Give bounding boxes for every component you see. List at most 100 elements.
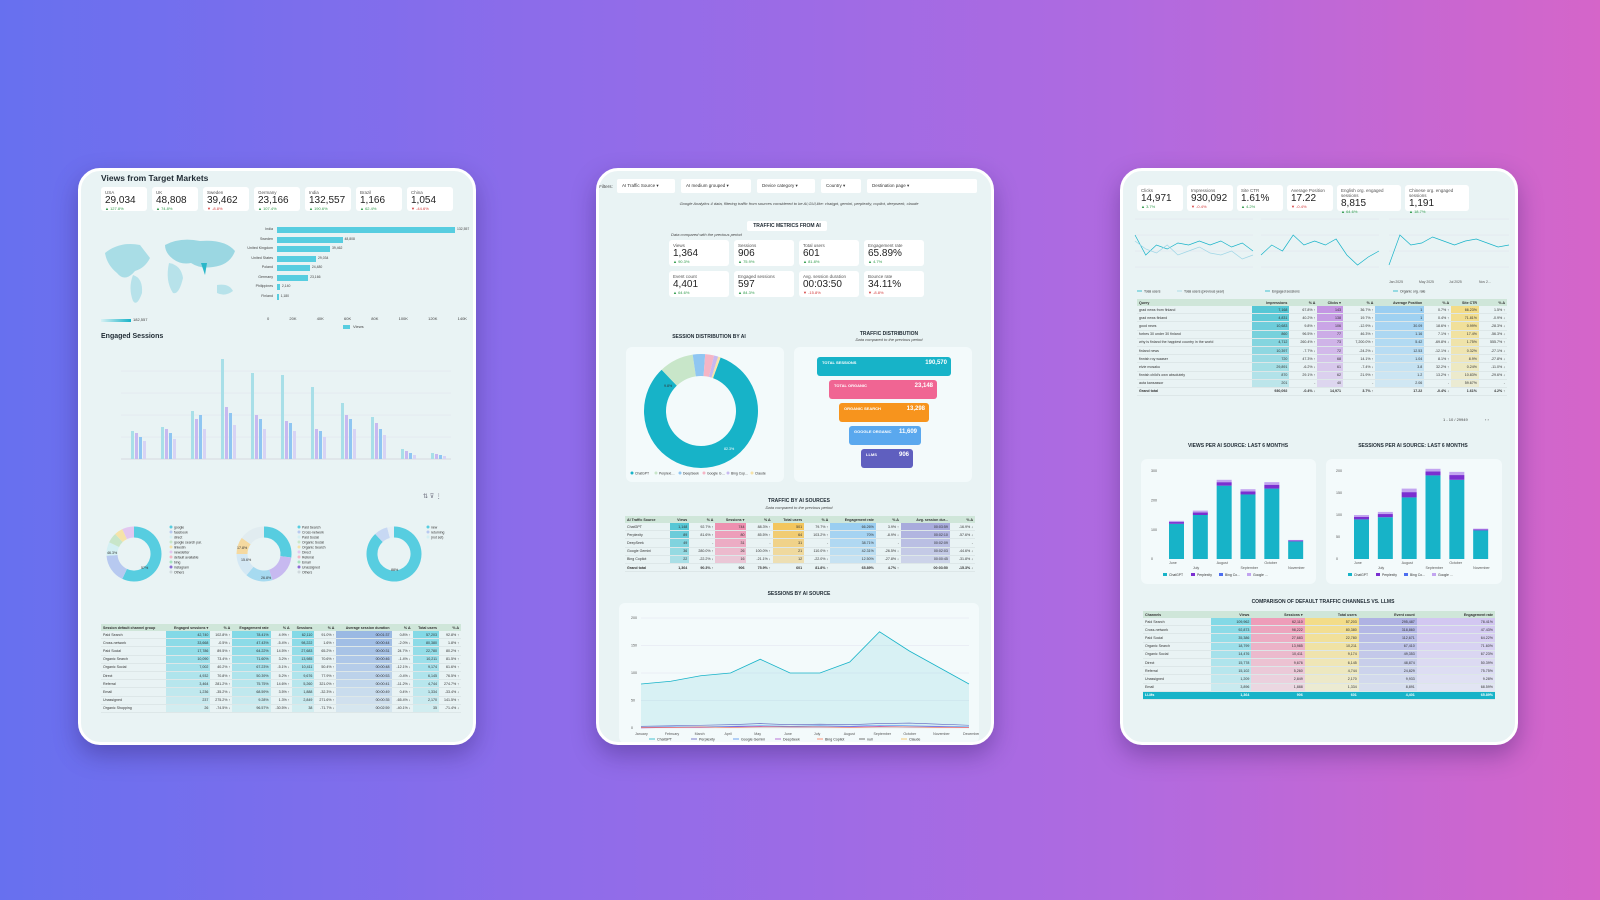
metrics-title: TRAFFIC METRICS FROM AI (747, 221, 827, 231)
table-cell: 906 (715, 563, 747, 573)
engaged-session-bar (203, 429, 206, 459)
table-cell: -5.1% ↓ (270, 663, 292, 672)
table-cell: 67.23% (1416, 650, 1495, 659)
table-header-cell[interactable]: Session default channel group (101, 624, 167, 631)
table-header-cell[interactable]: % Δ (439, 624, 461, 631)
channel-table[interactable]: Session default channel group Engaged ses… (101, 624, 461, 713)
table-header-cell[interactable]: Sessions ▾ (715, 516, 747, 523)
x-tick-label: August (1402, 561, 1413, 565)
table-header-cell[interactable]: Average Position (1375, 299, 1425, 306)
table-header-cell[interactable]: Views (1211, 611, 1252, 618)
table-header-cell[interactable]: Event count (1358, 611, 1417, 618)
sessions-by-ai-source-chart[interactable]: 0 50 100 150 200 January February March April May… (619, 603, 980, 743)
table-header-cell[interactable]: Impressions (1252, 299, 1290, 306)
table-header-cell[interactable]: Total users (1304, 611, 1359, 618)
bar-category-label: Germany (258, 274, 273, 279)
table-header-cell[interactable]: Engagement rate (830, 516, 876, 523)
donut-segment (122, 526, 162, 582)
table-cell: -2.0% ↓ (391, 638, 413, 648)
table-header-cell[interactable]: % Δ (804, 516, 831, 523)
table-cell: -0.4% ↓ (1289, 387, 1318, 397)
table-header-cell[interactable]: Avg. session dur... (900, 516, 950, 523)
legend-dot (750, 471, 754, 475)
ai-traffic-table[interactable]: AI Traffic Source Views% Δ Sessions ▾% Δ To… (625, 516, 975, 573)
table-header-cell[interactable]: % Δ (391, 624, 413, 631)
filter-dropdown[interactable]: Device category ▾ (757, 179, 815, 193)
table-header-cell[interactable]: % Δ (875, 516, 901, 523)
engaged-sessions-title: Engaged Sessions (101, 333, 164, 340)
table-header-cell[interactable]: % Δ (1342, 299, 1376, 306)
table-cell: -33.4% ↓ (439, 687, 461, 697)
table-header-cell[interactable]: Engagement rate (232, 624, 271, 631)
table-header-cell[interactable]: Sessions ▾ (1251, 611, 1305, 618)
table-row: auta kansassor 201-40-2.06-59.67% - (1137, 379, 1507, 388)
table-header-cell[interactable]: % Δ (746, 516, 773, 523)
table-cell: 79.7% ↑ (804, 523, 831, 532)
table-header-cell[interactable]: Engaged sessions ▾ (166, 624, 211, 631)
bar-axis-tick: 100K (398, 316, 408, 321)
views-stacked-bar-chart[interactable]: 0 100 200 300 June July August September October… (1141, 459, 1316, 584)
table-header-cell[interactable]: Total users (772, 516, 805, 523)
table-header-cell[interactable]: Views (669, 516, 690, 523)
filter-dropdown[interactable]: AI medium grouped ▾ (681, 179, 751, 193)
funnel-label: LLMS (866, 452, 877, 457)
donut-label: 57% (141, 566, 149, 570)
world-map[interactable] (95, 223, 245, 315)
table-cell: 36.7% ↑ (1342, 306, 1376, 315)
legend-label: linkedin (174, 545, 186, 549)
table-header-cell[interactable]: % Δ (1289, 299, 1318, 306)
table-header-cell[interactable]: Site CTR (1451, 299, 1479, 306)
table-header-cell[interactable]: Sessions (291, 624, 315, 631)
bar-category-label: Finland (261, 293, 273, 298)
pager-arrows[interactable]: ‹ › (1485, 417, 1489, 422)
table-header-cell[interactable]: % Δ (210, 624, 233, 631)
filter-dropdown[interactable]: Country ▾ (821, 179, 861, 193)
query-table[interactable]: Query Impressions% Δ Clicks ▾% Δ Average Po… (1137, 299, 1507, 397)
table-header-cell[interactable]: Channels (1143, 611, 1212, 618)
pie-segment (703, 354, 715, 377)
table-header-cell[interactable]: % Δ (314, 624, 337, 631)
table-header-cell[interactable]: % Δ (270, 624, 292, 631)
table-header-cell[interactable]: Average session duration (336, 624, 392, 631)
table-header-cell[interactable]: % Δ (1479, 299, 1507, 306)
session-distribution-donut[interactable]: 82.3% 9.8% ChatGPT Perplexi… DeepSeek Google … (626, 347, 784, 482)
table-row: LLMs 1,364 906 601 4,401 65.89% (1143, 691, 1495, 700)
legend-dot (169, 545, 173, 549)
legend-label: Others (302, 570, 312, 574)
engaged-session-bar (409, 453, 412, 459)
table-cell: -27.1% ↓ (1479, 346, 1507, 356)
table-cell: 4,744 (1304, 666, 1359, 676)
engaged-session-bar (229, 413, 232, 459)
legend-swatch (1404, 573, 1408, 576)
table-row: Organic Shopping 26 -74.5% ↓ 96.57% -30.5% ↓… (101, 704, 461, 713)
table-cell: 22 (669, 555, 690, 564)
table-header-cell[interactable]: % Δ (1424, 299, 1452, 306)
table-cell: 17,786 (166, 646, 211, 656)
table-cell: 71.60% (1416, 642, 1495, 651)
table-header-cell[interactable]: Clicks ▾ (1317, 299, 1343, 306)
table-cell: -44.6% ↓ (949, 547, 975, 556)
table-header-cell[interactable]: Engagement rate (1416, 611, 1495, 618)
table-header-cell[interactable]: % Δ (949, 516, 975, 523)
table-header-cell[interactable]: Total users (412, 624, 440, 631)
legend-label: Views (353, 324, 364, 329)
legend-dot (297, 550, 301, 554)
legend-swatch (1191, 573, 1195, 576)
table-pager[interactable]: 1 - 10 / 29949 (1443, 417, 1468, 422)
chart-toolbar-icons[interactable]: ⇅ ⊽ ⋮ (423, 494, 442, 500)
kpi-delta: ▼ -44.6% (411, 206, 429, 211)
legend-label: Organic org. rate (1400, 289, 1426, 293)
table-header-cell[interactable]: AI Traffic Source (625, 516, 670, 523)
sessions-stacked-bar-chart[interactable]: 0 50 100 150 200 June July August September Octob… (1326, 459, 1502, 584)
filter-dropdown[interactable]: Destination page ▾ (867, 179, 977, 193)
table-header-cell[interactable]: Query (1137, 299, 1253, 306)
table-cell: 00:00:31 (336, 646, 392, 656)
channels-vs-llms-table[interactable]: Channels Views Sessions ▾ Total users Event … (1143, 611, 1495, 700)
table-cell: 70% (830, 530, 876, 540)
kpi-value: 1,191 (1409, 198, 1435, 209)
kpi-card: UK 48,808 ▲ 74.8% (152, 187, 198, 211)
filter-dropdown[interactable]: AI Traffic Source ▾ (617, 179, 675, 193)
x-tick-label: Jan 2025 (1389, 280, 1403, 284)
table-header-cell[interactable]: % Δ (689, 516, 716, 523)
table-cell: 81.5% ↑ (439, 655, 461, 664)
